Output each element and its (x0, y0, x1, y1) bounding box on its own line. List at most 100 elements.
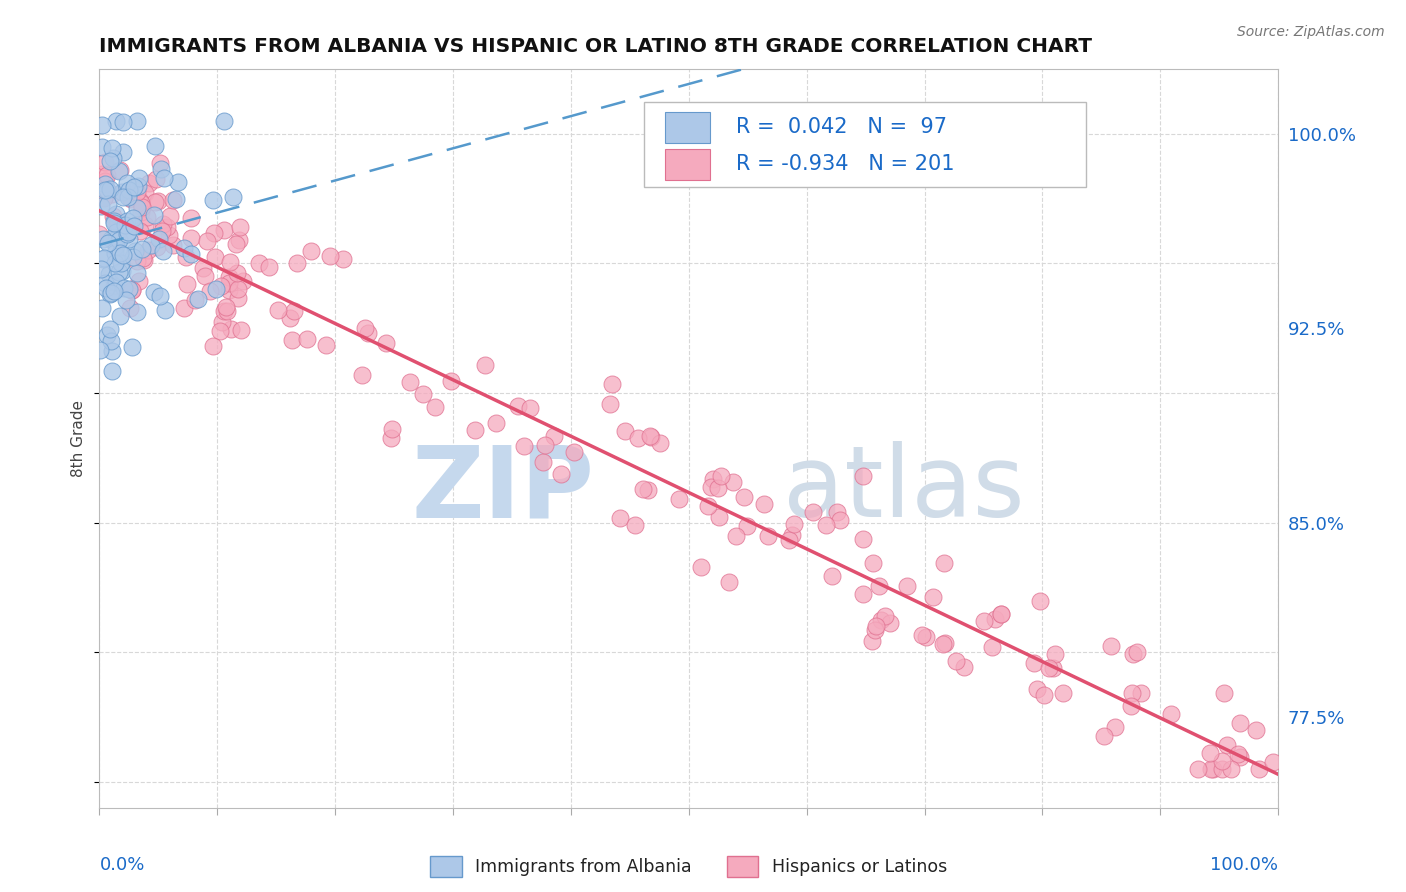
Point (124, 180, 146, 194)
Point (152, 170, 174, 185)
Y-axis label: 8th Grade: 8th Grade (72, 400, 86, 477)
Point (108, 233, 131, 247)
Point (117, 176, 139, 190)
Point (412, 386, 434, 401)
Text: R =  0.042   N =  97: R = 0.042 N = 97 (735, 117, 946, 136)
Point (117, 282, 139, 296)
Point (623, 517, 645, 532)
Point (1099, 639, 1122, 653)
Point (149, 161, 172, 176)
Point (217, 303, 239, 318)
Point (93, 251, 115, 265)
Point (870, 613, 893, 627)
FancyBboxPatch shape (665, 149, 710, 180)
Point (120, 192, 142, 206)
Point (1263, 755, 1285, 769)
Point (631, 482, 654, 496)
Point (506, 400, 529, 414)
Point (851, 586, 873, 600)
Point (98, 267, 121, 281)
Text: atlas: atlas (783, 442, 1025, 539)
Point (1028, 593, 1050, 607)
Point (733, 490, 755, 504)
Point (860, 633, 883, 648)
Point (121, 340, 143, 354)
Point (873, 608, 896, 623)
Point (107, 216, 129, 230)
Point (191, 260, 214, 275)
Point (214, 304, 236, 318)
Point (354, 320, 377, 334)
Point (100, 285, 122, 300)
Point (825, 504, 848, 518)
Point (1229, 749, 1251, 764)
Point (152, 217, 174, 231)
Point (110, 256, 132, 270)
Point (228, 282, 250, 296)
Point (94, 277, 117, 291)
Point (100, 232, 122, 246)
Point (380, 431, 402, 445)
Point (295, 332, 318, 346)
Point (136, 211, 159, 225)
Point (195, 235, 218, 249)
Point (127, 266, 149, 280)
Point (668, 492, 690, 507)
Point (990, 607, 1012, 621)
Point (180, 247, 202, 261)
Text: R = -0.934   N = 201: R = -0.934 N = 201 (735, 153, 955, 174)
Point (127, 201, 149, 215)
Point (104, 256, 127, 270)
Point (640, 430, 662, 444)
Point (91, 231, 114, 245)
Point (117, 227, 139, 241)
Point (94, 281, 117, 295)
Point (118, 183, 141, 197)
Point (132, 252, 155, 267)
Point (945, 654, 967, 668)
Point (91, 119, 114, 133)
Point (142, 208, 165, 222)
Point (709, 468, 731, 483)
Point (101, 364, 124, 378)
Point (280, 311, 302, 326)
Point (352, 368, 374, 383)
Point (173, 241, 195, 255)
Point (374, 336, 396, 351)
Point (115, 293, 138, 308)
Point (257, 260, 280, 275)
Point (100, 182, 122, 196)
Point (205, 282, 228, 296)
Point (103, 214, 125, 228)
Point (150, 224, 173, 238)
Point (139, 238, 162, 252)
Point (155, 303, 177, 318)
Point (1042, 661, 1064, 675)
Point (299, 244, 322, 258)
Point (122, 181, 145, 195)
Point (863, 623, 886, 637)
Point (474, 358, 496, 372)
Point (1052, 686, 1074, 700)
Point (156, 220, 179, 235)
Point (204, 250, 226, 264)
Point (104, 275, 127, 289)
Point (221, 321, 243, 335)
Point (1229, 715, 1251, 730)
Point (865, 618, 887, 632)
Point (89, 343, 111, 357)
Point (821, 569, 844, 583)
Point (814, 517, 837, 532)
Point (208, 324, 231, 338)
Point (984, 612, 1007, 626)
Point (173, 301, 195, 315)
Point (1226, 747, 1249, 761)
Text: 0.0%: 0.0% (100, 856, 145, 874)
Point (198, 284, 221, 298)
Point (111, 186, 134, 200)
Point (911, 628, 934, 642)
Point (783, 516, 806, 531)
Point (1160, 706, 1182, 721)
Point (533, 455, 555, 469)
Point (149, 156, 172, 170)
